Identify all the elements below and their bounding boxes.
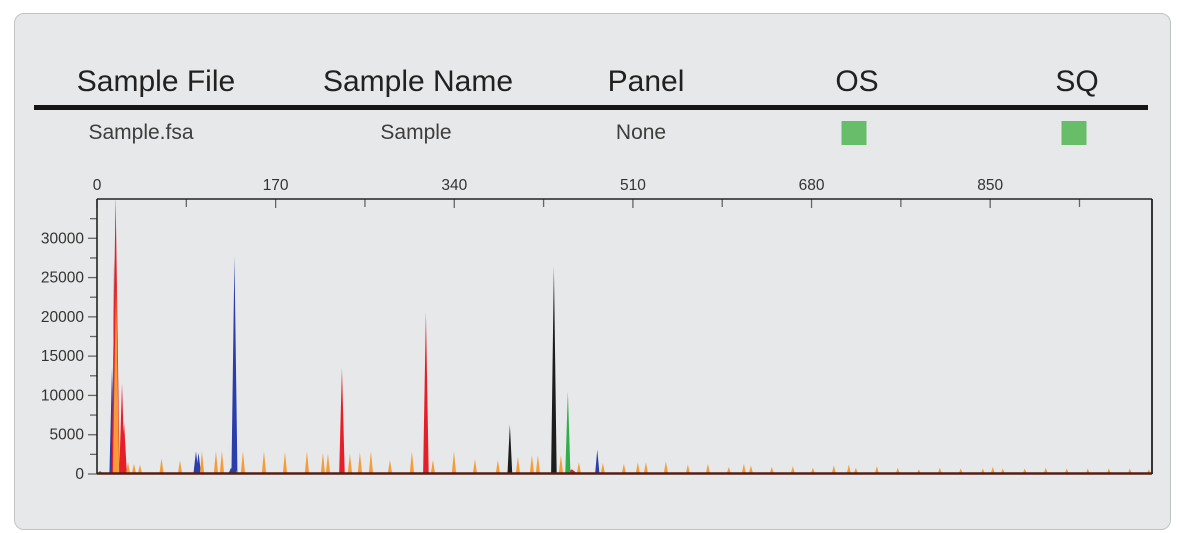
- orange-size-standard-peak: [726, 466, 732, 474]
- orange-size-standard-peak: [261, 451, 267, 474]
- sq-status-square: [1061, 121, 1087, 145]
- orange-size-standard-peak: [472, 459, 478, 474]
- x-axis-tick-label: 850: [977, 177, 1003, 194]
- x-axis-tick-label: 510: [620, 177, 646, 194]
- orange-size-standard-peak: [177, 460, 183, 474]
- orange-size-standard-peak: [535, 455, 541, 474]
- orange-size-standard-peak: [576, 462, 582, 474]
- orange-size-standard-peak: [368, 451, 374, 474]
- column-header-os: OS: [835, 65, 879, 98]
- orange-size-standard-peak: [320, 452, 326, 474]
- orange-size-standard-peak: [635, 462, 641, 474]
- orange-size-standard-peak: [240, 451, 246, 474]
- orange-size-standard-peak: [846, 464, 852, 474]
- orange-size-standard-peak: [643, 462, 649, 474]
- orange-size-standard-peak: [558, 455, 564, 474]
- orange-size-standard-peak: [112, 285, 120, 474]
- y-axis-tick-label: 30000: [41, 230, 84, 247]
- red-dye-peak: [121, 422, 127, 474]
- orange-size-standard-peak: [125, 462, 131, 474]
- blue-dye-peak: [595, 449, 600, 474]
- x-axis-tick-label: 0: [93, 177, 102, 194]
- electropherogram-chart[interactable]: 0 170 340 510 680 850 0 5000 10000 15000 20000 2500…: [21, 156, 1171, 486]
- column-header-sample-name: Sample Name: [322, 65, 514, 98]
- orange-size-standard-peak: [347, 453, 353, 474]
- y-axis-tick-label: 20000: [41, 309, 84, 326]
- orange-size-standard-peak: [387, 459, 393, 474]
- orange-size-standard-peak: [529, 455, 535, 474]
- sample-file-value: Sample.fsa: [88, 121, 194, 144]
- os-status-square: [841, 121, 867, 145]
- x-axis-tick-label: 170: [263, 177, 289, 194]
- y-axis-tick-label: 25000: [41, 270, 84, 287]
- orange-size-standard-peak: [600, 463, 606, 474]
- orange-size-standard-peak: [137, 464, 143, 474]
- orange-size-standard-peak: [304, 451, 310, 474]
- orange-size-standard-peak: [705, 463, 711, 474]
- orange-size-standard-peak: [790, 466, 796, 474]
- column-header-panel: Panel: [607, 65, 685, 98]
- blue-dye-peak: [195, 452, 202, 474]
- black-dye-peak: [551, 266, 557, 474]
- orange-size-standard-peak: [357, 452, 363, 474]
- sample-plot-panel: Sample File Sample Name Panel OS SQ Samp…: [14, 13, 1171, 530]
- orange-size-standard-peak: [159, 458, 164, 474]
- orange-size-standard-peak: [325, 453, 331, 474]
- orange-size-standard-peak: [748, 465, 754, 474]
- column-header-sample-file: Sample File: [76, 65, 236, 98]
- header-divider-line: [34, 105, 1148, 110]
- y-axis-tick-label: 0: [75, 466, 84, 483]
- sample-name-value: Sample: [380, 121, 452, 144]
- panel-value: None: [615, 121, 667, 144]
- orange-size-standard-peak: [282, 452, 288, 474]
- red-dye-peak: [423, 312, 429, 474]
- x-axis-tick-label: 340: [441, 177, 467, 194]
- orange-size-standard-peak: [219, 451, 225, 474]
- y-axis-tick-label: 10000: [41, 387, 84, 404]
- orange-size-standard-peak: [769, 466, 775, 474]
- y-axis-tick-label: 15000: [41, 348, 84, 365]
- orange-size-standard-peak: [621, 463, 627, 474]
- orange-size-standard-peak: [131, 463, 137, 474]
- orange-size-standard-peak: [430, 459, 436, 474]
- orange-size-standard-peak: [831, 465, 837, 474]
- orange-size-standard-peak: [685, 464, 691, 474]
- orange-size-standard-peak: [213, 451, 219, 474]
- x-axis-tick-label: 680: [799, 177, 825, 194]
- orange-size-standard-peak: [663, 461, 669, 474]
- column-header-sq: SQ: [1055, 65, 1099, 98]
- blue-dye-peak: [231, 256, 238, 474]
- orange-size-standard-peak: [451, 451, 457, 474]
- orange-size-standard-peak: [495, 459, 501, 474]
- y-axis-tick-label: 5000: [50, 427, 85, 444]
- orange-size-standard-peak: [409, 451, 415, 474]
- orange-size-standard-peak: [199, 451, 205, 474]
- orange-size-standard-peak: [515, 456, 521, 474]
- orange-size-standard-peak: [990, 466, 996, 474]
- green-dye-peak: [565, 391, 571, 474]
- black-dye-peak: [507, 424, 513, 474]
- red-dye-peak: [339, 367, 345, 474]
- orange-size-standard-peak: [874, 466, 880, 474]
- orange-size-standard-peak: [741, 463, 747, 474]
